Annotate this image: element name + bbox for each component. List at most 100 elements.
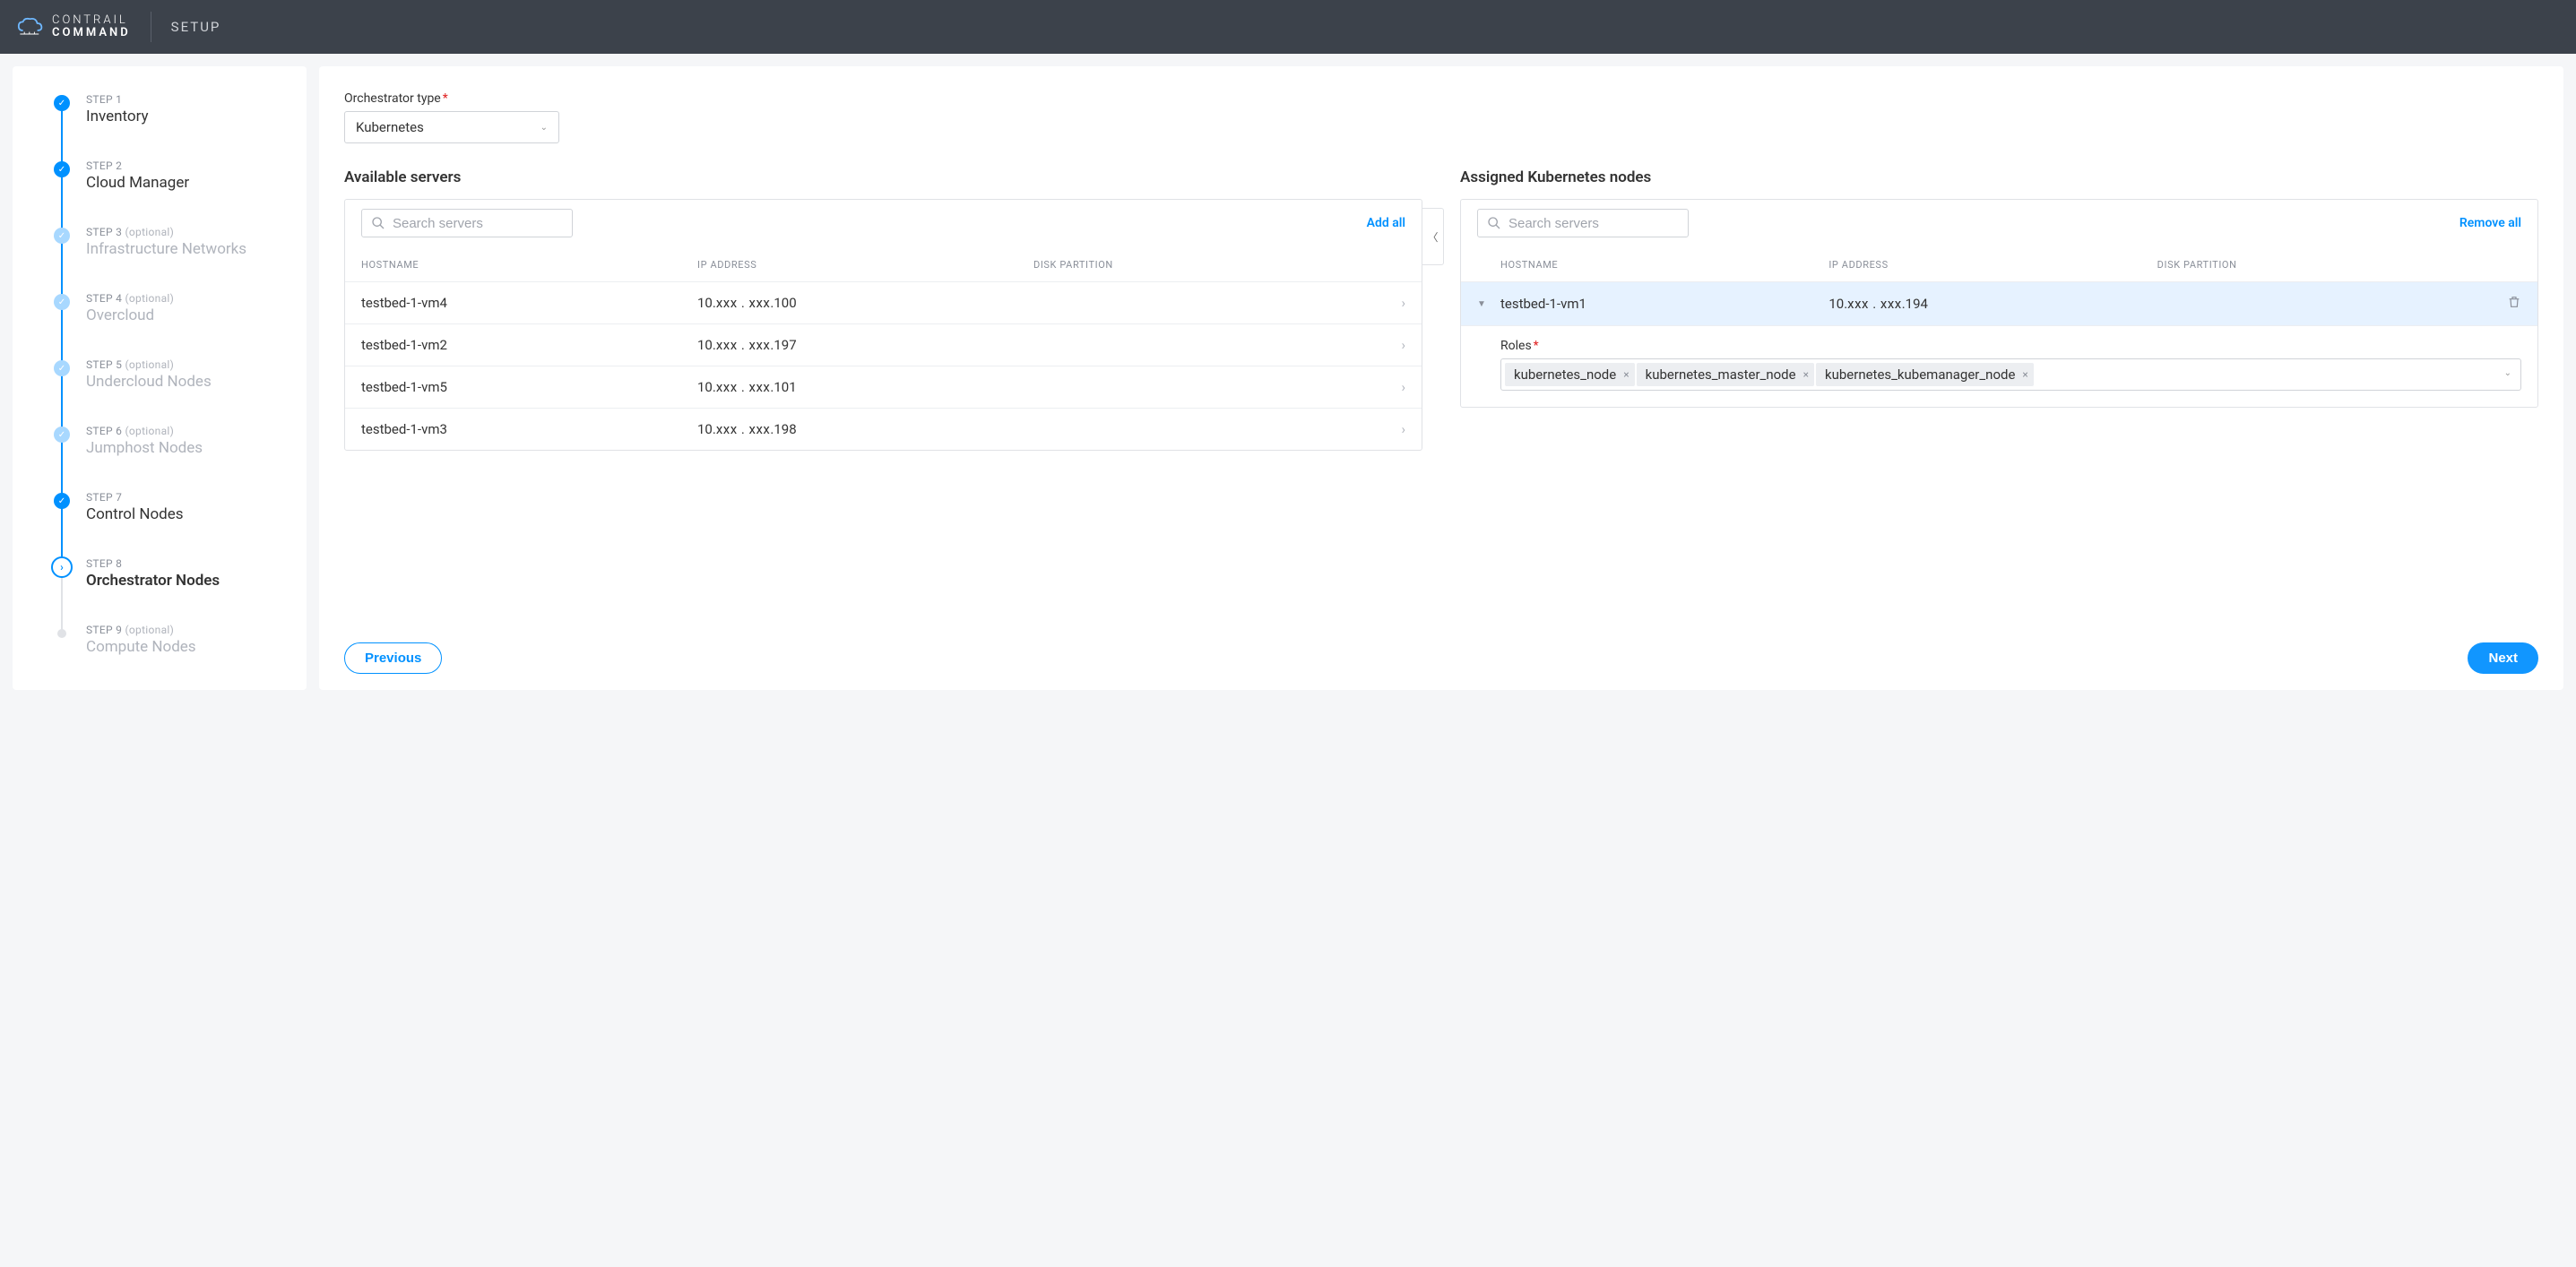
assigned-hostname: testbed-1-vm1 [1500,296,1828,312]
step-number: STEP 4 (optional) [86,292,289,305]
check-icon: ✓ [58,297,65,307]
step-dot: › [51,556,73,578]
step-number: STEP 7 [86,491,289,504]
server-ip: 10.xxx . xxx.101 [697,379,1033,395]
step-dot: ✓ [54,427,70,443]
orchestrator-type-value: Kubernetes [356,119,424,135]
assigned-search-input[interactable] [1508,216,1679,231]
wizard-step[interactable]: ✓ STEP 6 (optional) Jumphost Nodes [54,425,289,491]
server-hostname: testbed-1-vm2 [361,337,697,353]
role-tag: kubernetes_kubemanager_node× [1816,363,2034,386]
step-dot: ✓ [54,95,70,111]
expand-toggle-icon[interactable]: ▼ [1477,299,1500,309]
available-server-row[interactable]: testbed-1-vm510.xxx . xxx.101› [345,366,1422,408]
server-ip: 10.xxx . xxx.198 [697,421,1033,437]
step-title: Jumphost Nodes [86,439,289,457]
role-tag-label: kubernetes_master_node [1646,366,1796,383]
available-servers-panel: Add all HOSTNAME IP ADDRESS DISK PARTITI… [344,199,1422,451]
col-disk: DISK PARTITION [1033,259,1370,271]
col-ip: IP ADDRESS [1828,259,2157,271]
remove-tag-icon[interactable]: × [1623,368,1629,381]
roles-label: Roles [1500,339,1532,353]
role-tag: kubernetes_master_node × [1637,363,1814,386]
collapse-left-button[interactable]: 〈 [1422,208,1444,265]
step-dot: ✓ [54,294,70,310]
delete-node-button[interactable] [2485,295,2521,313]
col-hostname: HOSTNAME [1500,259,1828,271]
brand-cloud-icon [14,16,43,38]
add-all-button[interactable]: Add all [1367,216,1405,230]
role-tag: kubernetes_node × [1505,363,1635,386]
wizard-step[interactable]: ✓ STEP 3 (optional) Infrastructure Network… [54,226,289,292]
check-icon: ✓ [58,496,65,506]
orchestrator-type-label: Orchestrator type [344,91,441,106]
header-section-title: SETUP [171,19,221,35]
search-icon [1487,215,1501,231]
step-title: Undercloud Nodes [86,373,289,391]
assigned-search[interactable] [1477,209,1689,237]
available-servers-column: Available servers Add all HOSTNAME IP AD… [344,168,1422,451]
roles-section: Roles* kubernetes_node×kubernetes_master… [1461,325,2537,407]
col-ip: IP ADDRESS [697,259,1033,271]
search-icon [371,215,385,231]
step-number: STEP 1 [86,93,289,106]
step-dot: ✓ [54,493,70,509]
step-dot: ✓ [54,360,70,376]
wizard-step[interactable]: ✓ STEP 1 Inventory [54,93,289,159]
wizard-steps-sidebar: ✓STEP 1Inventory✓STEP 2Cloud Manager✓STE… [13,66,307,690]
roles-multiselect[interactable]: kubernetes_node×kubernetes_master_node×k… [1500,358,2521,391]
step-title: Overcloud [86,306,289,324]
server-ip: 10.xxx . xxx.197 [697,337,1033,353]
step-dot [57,629,66,638]
chevron-left-icon: 〈 [1427,229,1438,245]
available-search-input[interactable] [393,216,563,231]
wizard-step[interactable]: ✓ STEP 4 (optional)Overcloud [54,292,289,358]
required-asterisk: * [443,91,448,106]
assigned-node-row[interactable]: ▼ testbed-1-vm1 10.xxx . xxx.194 [1461,281,2537,325]
server-hostname: testbed-1-vm4 [361,295,697,311]
step-dot: ✓ [54,161,70,177]
step-title: Infrastructure Networks [86,240,289,258]
available-server-row[interactable]: testbed-1-vm410.xxx . xxx.100› [345,281,1422,323]
wizard-step[interactable]: ✓ STEP 7Control Nodes [54,491,289,557]
chevron-right-icon: › [60,561,64,573]
step-number: STEP 5 (optional) [86,358,289,371]
assigned-nodes-column: Assigned Kubernetes nodes Remove all HOS… [1460,168,2538,408]
step-number: STEP 9 (optional) [86,624,289,636]
chevron-right-icon: › [1370,295,1405,311]
check-icon: ✓ [58,231,65,241]
step-title: Compute Nodes [86,638,289,656]
step-number: STEP 6 (optional) [86,425,289,437]
wizard-step[interactable]: › STEP 8 Orchestrator Nodes [54,557,289,624]
available-server-row[interactable]: testbed-1-vm310.xxx . xxx.198› [345,408,1422,450]
col-hostname: HOSTNAME [361,259,697,271]
remove-tag-icon[interactable]: × [1803,368,1809,381]
role-tag-label: kubernetes_node [1514,366,1616,383]
trash-icon [2507,295,2521,309]
previous-button[interactable]: Previous [344,642,442,674]
step-title: Control Nodes [86,505,289,523]
remove-all-button[interactable]: Remove all [2459,216,2521,230]
step-number: STEP 8 [86,557,289,570]
wizard-step[interactable]: STEP 9 (optional) Compute Nodes [54,624,289,656]
check-icon: ✓ [58,165,65,175]
server-hostname: testbed-1-vm5 [361,379,697,395]
assigned-nodes-panel: Remove all HOSTNAME IP ADDRESS DISK PART… [1460,199,2538,408]
assigned-ip: 10.xxx . xxx.194 [1828,296,2157,312]
col-disk: DISK PARTITION [2157,259,2485,271]
step-title: Orchestrator Nodes [86,572,289,590]
check-icon: ✓ [58,364,65,374]
wizard-step[interactable]: ✓ STEP 5 (optional) Undercloud Nodes [54,358,289,425]
available-server-row[interactable]: testbed-1-vm210.xxx . xxx.197› [345,323,1422,366]
check-icon: ✓ [58,99,65,108]
step-title: Inventory [86,108,289,125]
next-button[interactable]: Next [2468,642,2538,674]
step-number: STEP 3 (optional) [86,226,289,238]
server-hostname: testbed-1-vm3 [361,421,697,437]
available-search[interactable] [361,209,573,237]
available-servers-title: Available servers [344,168,1422,186]
required-asterisk: * [1534,339,1539,353]
orchestrator-type-select[interactable]: Kubernetes ⌄ [344,111,559,143]
remove-tag-icon[interactable]: × [2022,368,2027,381]
wizard-step[interactable]: ✓STEP 2Cloud Manager [54,159,289,226]
